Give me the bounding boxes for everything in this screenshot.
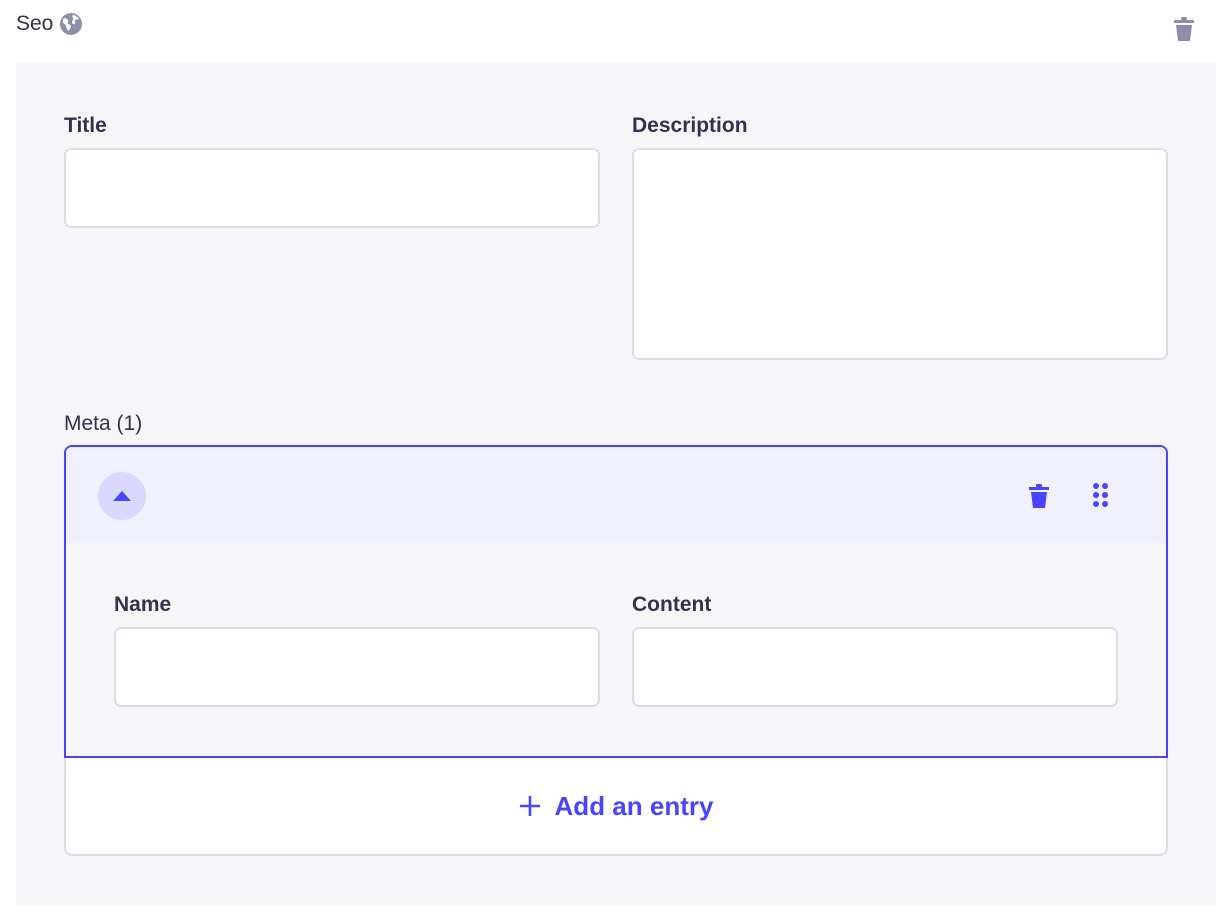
description-label: Description <box>632 114 748 137</box>
plus-icon <box>519 796 540 816</box>
chevron-up-icon <box>113 491 131 501</box>
delete-entry-icon[interactable] <box>1028 483 1050 509</box>
name-label: Name <box>114 593 172 616</box>
delete-component-icon[interactable] <box>1173 16 1195 42</box>
title-label: Title <box>64 114 107 137</box>
description-textarea[interactable] <box>632 148 1168 360</box>
meta-label: Meta (1) <box>64 412 143 435</box>
meta-entry-header[interactable] <box>66 447 1166 543</box>
add-entry-label: Add an entry <box>554 790 714 821</box>
content-input[interactable] <box>632 627 1118 707</box>
collapse-button[interactable] <box>98 472 146 520</box>
component-title: Seo <box>16 12 54 35</box>
add-entry-button[interactable]: Add an entry <box>64 758 1168 856</box>
component-panel: Title Description Meta (1) Name Content … <box>16 62 1216 906</box>
drag-handle-icon[interactable] <box>1092 483 1110 509</box>
component-header: Seo <box>16 12 83 36</box>
title-input[interactable] <box>64 148 600 228</box>
name-input[interactable] <box>114 627 600 707</box>
content-label: Content <box>632 593 712 616</box>
globe-icon <box>60 13 83 35</box>
meta-entry: Name Content <box>64 445 1168 758</box>
